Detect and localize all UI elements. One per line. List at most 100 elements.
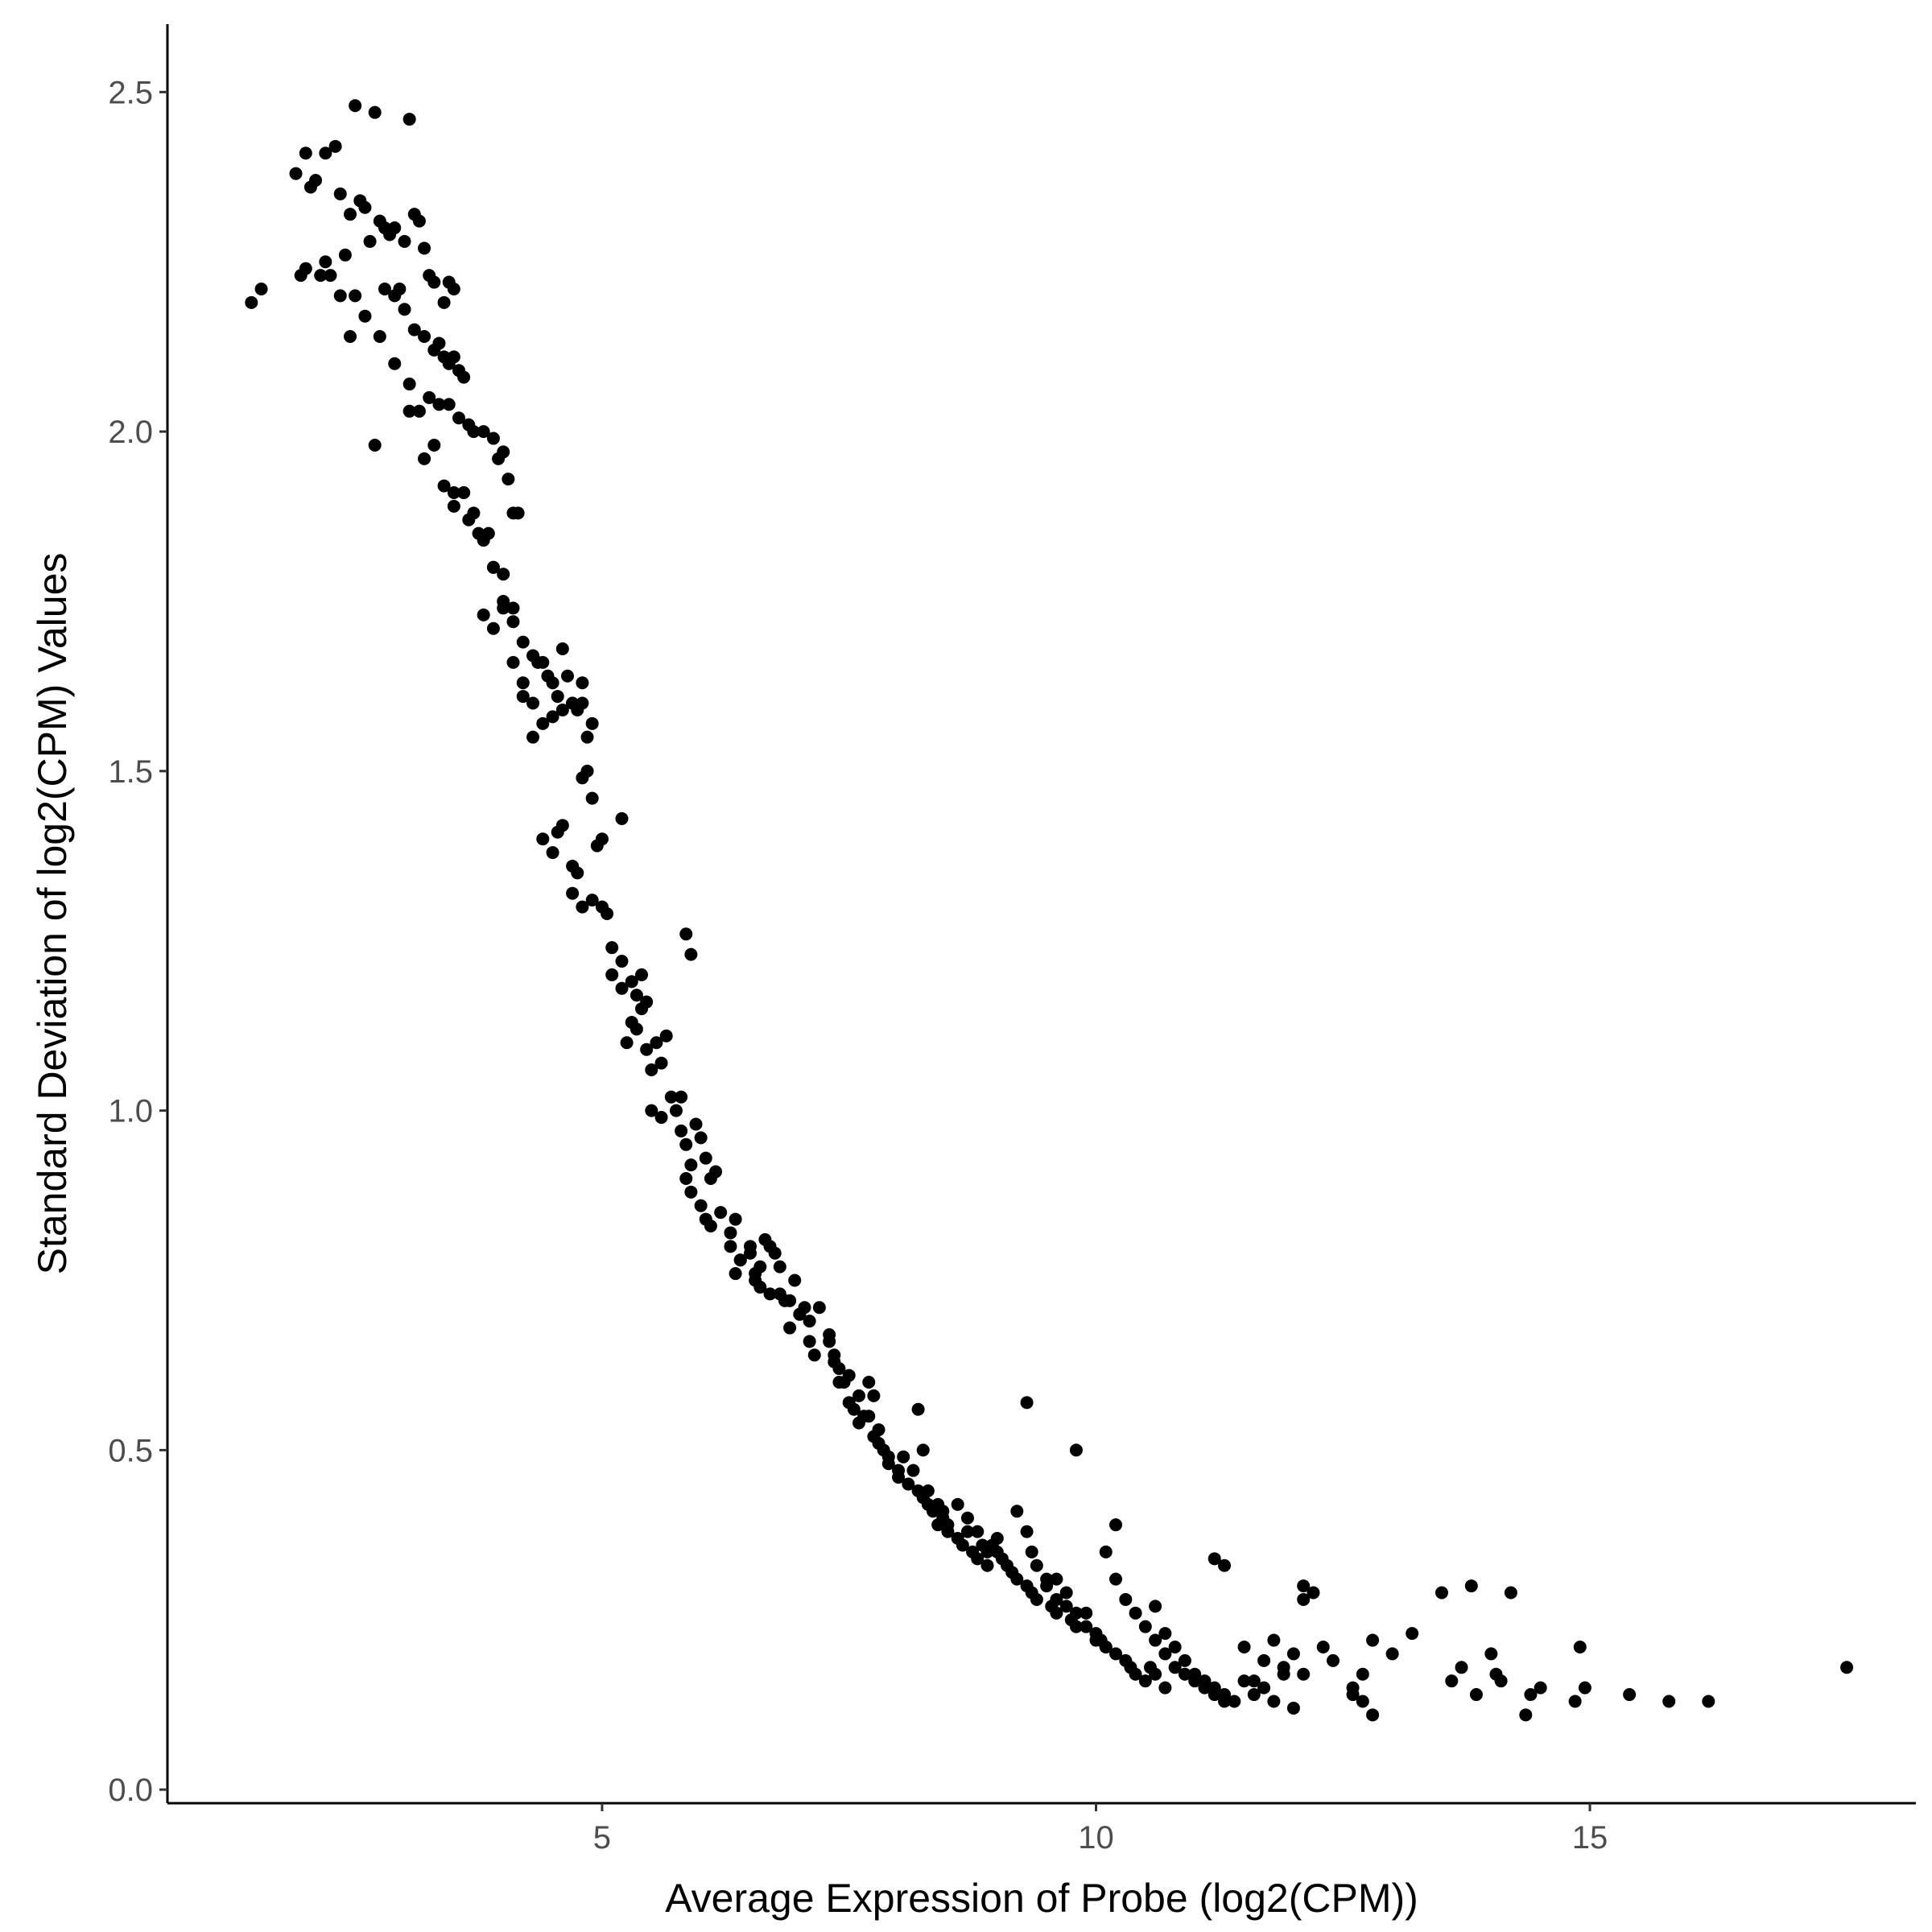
data-point	[936, 1505, 950, 1518]
data-point	[358, 200, 372, 214]
y-tick-label: 0.5	[108, 1433, 153, 1468]
data-point	[319, 255, 332, 269]
data-point	[645, 1063, 658, 1077]
data-point	[368, 105, 382, 119]
data-point	[576, 696, 589, 710]
data-point	[659, 1029, 673, 1042]
data-point	[580, 730, 594, 744]
data-point	[1168, 1640, 1182, 1653]
data-point	[823, 1335, 836, 1348]
data-point	[452, 411, 465, 425]
data-point	[684, 947, 698, 961]
data-point	[506, 655, 520, 669]
data-point	[373, 330, 386, 344]
data-point	[872, 1423, 886, 1437]
data-point	[324, 269, 337, 283]
data-point	[1445, 1674, 1459, 1688]
data-point	[1267, 1633, 1281, 1647]
data-point	[1406, 1627, 1419, 1641]
data-point	[1385, 1647, 1399, 1661]
data-point	[1138, 1674, 1152, 1688]
data-point	[497, 601, 510, 615]
data-point	[1286, 1647, 1300, 1661]
data-point	[1237, 1640, 1251, 1653]
y-tick-label: 1.5	[108, 754, 153, 790]
data-point	[911, 1402, 925, 1416]
data-point	[497, 445, 510, 459]
data-point	[506, 601, 520, 615]
data-point	[788, 1274, 802, 1287]
data-point	[1277, 1661, 1290, 1674]
data-point	[832, 1362, 846, 1376]
data-point	[398, 234, 411, 248]
data-point	[585, 894, 599, 907]
data-point	[299, 262, 312, 275]
data-point	[388, 289, 402, 303]
data-point	[1297, 1579, 1311, 1593]
data-point	[1020, 1525, 1034, 1538]
data-point	[881, 1450, 895, 1463]
data-point	[1119, 1592, 1133, 1606]
data-point	[615, 811, 629, 825]
x-axis-ticks: 5 10 15	[593, 1803, 1608, 1856]
data-point	[768, 1246, 782, 1260]
data-point	[309, 174, 323, 188]
data-point	[497, 568, 510, 581]
data-point	[1025, 1545, 1038, 1558]
data-point	[1297, 1667, 1311, 1681]
x-tick-label: 15	[1572, 1820, 1608, 1856]
data-point	[1069, 1606, 1083, 1620]
data-point	[378, 282, 391, 295]
data-point	[1010, 1572, 1024, 1586]
data-point	[803, 1315, 816, 1328]
data-point	[897, 1450, 910, 1463]
data-point	[694, 1131, 708, 1145]
data-point	[486, 431, 500, 445]
data-point	[437, 479, 451, 493]
data-point	[383, 228, 397, 242]
data-point	[1109, 1572, 1123, 1586]
data-point	[1149, 1600, 1162, 1613]
data-point	[1030, 1592, 1043, 1606]
data-point	[511, 506, 525, 520]
data-point	[467, 425, 481, 439]
data-point	[560, 669, 574, 683]
data-point	[960, 1511, 974, 1525]
data-point	[684, 1185, 698, 1199]
data-point	[620, 1036, 634, 1050]
data-point	[714, 1206, 728, 1220]
data-point	[733, 1253, 747, 1267]
data-point	[679, 927, 693, 941]
data-point	[1099, 1640, 1113, 1653]
data-point	[447, 486, 460, 500]
data-point	[457, 486, 471, 500]
data-point	[536, 832, 550, 846]
data-point	[502, 473, 515, 486]
data-point	[679, 1137, 693, 1151]
data-point	[694, 1199, 708, 1212]
data-point	[1069, 1620, 1083, 1633]
data-point	[418, 452, 431, 465]
data-point	[349, 289, 362, 303]
data-point	[1178, 1653, 1191, 1667]
data-point	[1346, 1681, 1360, 1695]
data-point	[1504, 1586, 1517, 1600]
data-point	[902, 1477, 915, 1491]
x-tick-label: 10	[1078, 1820, 1114, 1856]
data-point	[1494, 1674, 1508, 1688]
data-point	[852, 1416, 865, 1430]
data-point	[1307, 1586, 1320, 1600]
data-point	[402, 113, 416, 126]
data-point	[941, 1518, 955, 1532]
data-point	[555, 703, 569, 716]
data-point	[1109, 1647, 1123, 1661]
data-point	[344, 330, 357, 344]
data-point	[1578, 1681, 1591, 1695]
data-point	[437, 295, 451, 309]
data-point	[447, 499, 460, 513]
data-point	[477, 608, 490, 621]
data-point	[605, 968, 619, 981]
data-point	[778, 1294, 791, 1307]
